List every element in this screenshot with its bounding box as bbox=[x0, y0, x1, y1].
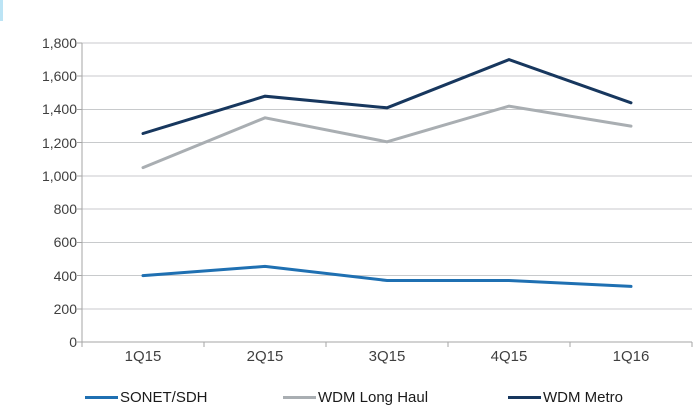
legend-item-wdm-metro: WDM Metro bbox=[508, 388, 623, 406]
y-axis-tick-label: 400 bbox=[53, 267, 77, 284]
legend-item-wdm-long-haul: WDM Long Haul bbox=[283, 388, 429, 406]
legend-label-sonet-sdh: SONET/SDH bbox=[120, 388, 208, 406]
series-line-wdm-long-haul bbox=[141, 104, 633, 170]
y-axis-tick-label: 200 bbox=[53, 300, 77, 317]
series-line-wdm-metro bbox=[141, 57, 633, 135]
x-axis-category-label: 2Q15 bbox=[246, 348, 284, 365]
y-axis-tick-label: 1,200 bbox=[41, 134, 77, 151]
x-axis-category-label: 3Q15 bbox=[368, 348, 406, 365]
y-axis-tick-label: 600 bbox=[53, 234, 77, 251]
x-axis-category-label: 1Q16 bbox=[612, 348, 650, 365]
legend-line-sample-wdm-long-haul bbox=[283, 395, 316, 399]
legend-line-sample-sonet-sdh bbox=[85, 395, 118, 399]
x-axis-category-label: 4Q15 bbox=[490, 348, 528, 365]
y-axis-tick-label: 1,800 bbox=[41, 35, 77, 51]
y-axis-tick-label: 800 bbox=[53, 201, 77, 218]
x-axis-category-label: 1Q15 bbox=[124, 348, 162, 365]
y-axis-tick-label: 1,600 bbox=[41, 68, 77, 85]
legend-label-wdm-long-haul: WDM Long Haul bbox=[318, 388, 429, 406]
y-axis-tick-label: 1,000 bbox=[41, 167, 77, 184]
legend-item-sonet-sdh: SONET/SDH bbox=[85, 388, 208, 406]
y-axis-tick-label: 1,400 bbox=[41, 101, 77, 118]
legend-line-sample-wdm-metro bbox=[508, 395, 541, 399]
legend-label-wdm-metro: WDM Metro bbox=[543, 388, 623, 406]
series-line-sonet-sdh bbox=[141, 264, 633, 288]
y-axis-tick-label: 0 bbox=[69, 334, 77, 350]
cursor-artifact bbox=[0, 0, 3, 21]
